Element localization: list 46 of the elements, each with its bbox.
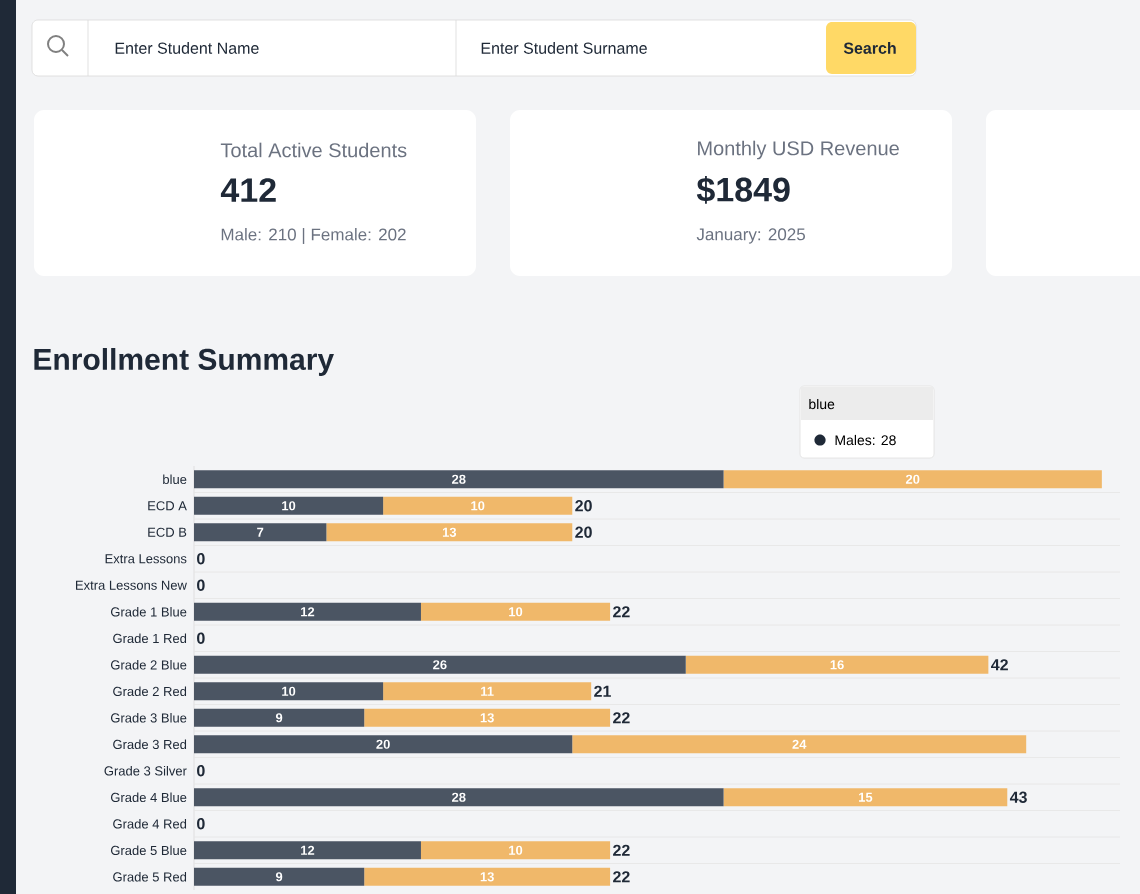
total-label: 0 [197,553,205,565]
total-label: 0 [197,632,205,644]
bar [194,602,421,621]
bar [383,682,592,701]
total-label: 42 [991,659,1008,671]
bar [685,655,989,674]
bar [420,841,611,860]
bar [194,523,327,542]
total-label: 22 [613,606,630,618]
bar [194,470,724,489]
total-label: 22 [613,871,630,883]
text: Total Active Students [220,142,407,158]
bar [194,867,365,886]
total-label: 21 [594,685,611,697]
text: $1849 [696,176,790,204]
bar [194,788,724,807]
bar [326,523,573,542]
text: Male: 210 | Female: 202 [221,228,406,244]
bar [194,496,384,515]
bar [364,708,611,727]
chart-title: Enrollment Summary [34,348,334,376]
text: Search [843,42,896,54]
bar [572,735,1027,754]
text: Enter Student Surname [481,42,647,54]
bar [364,867,611,886]
text: 412 [220,178,276,202]
total-label: 22 [613,844,630,856]
bar [383,496,573,515]
total-label: 20 [575,526,592,538]
bar [194,682,384,701]
total-label: 20 [575,500,592,512]
total-label: 22 [613,712,630,724]
total-label: 43 [1009,791,1027,803]
total-label: 0 [197,818,205,830]
total-label: 0 [197,765,205,777]
text: January: 2025 [696,228,805,244]
bar [723,470,1102,489]
text: Enter Student Name [115,42,259,54]
bar [723,788,1008,807]
bar [194,841,421,860]
bar [420,602,611,621]
bar [194,735,573,754]
total-label: 0 [197,579,205,591]
bar [194,708,365,727]
text: Monthly USD Revenue [698,140,899,160]
bar [194,655,686,674]
